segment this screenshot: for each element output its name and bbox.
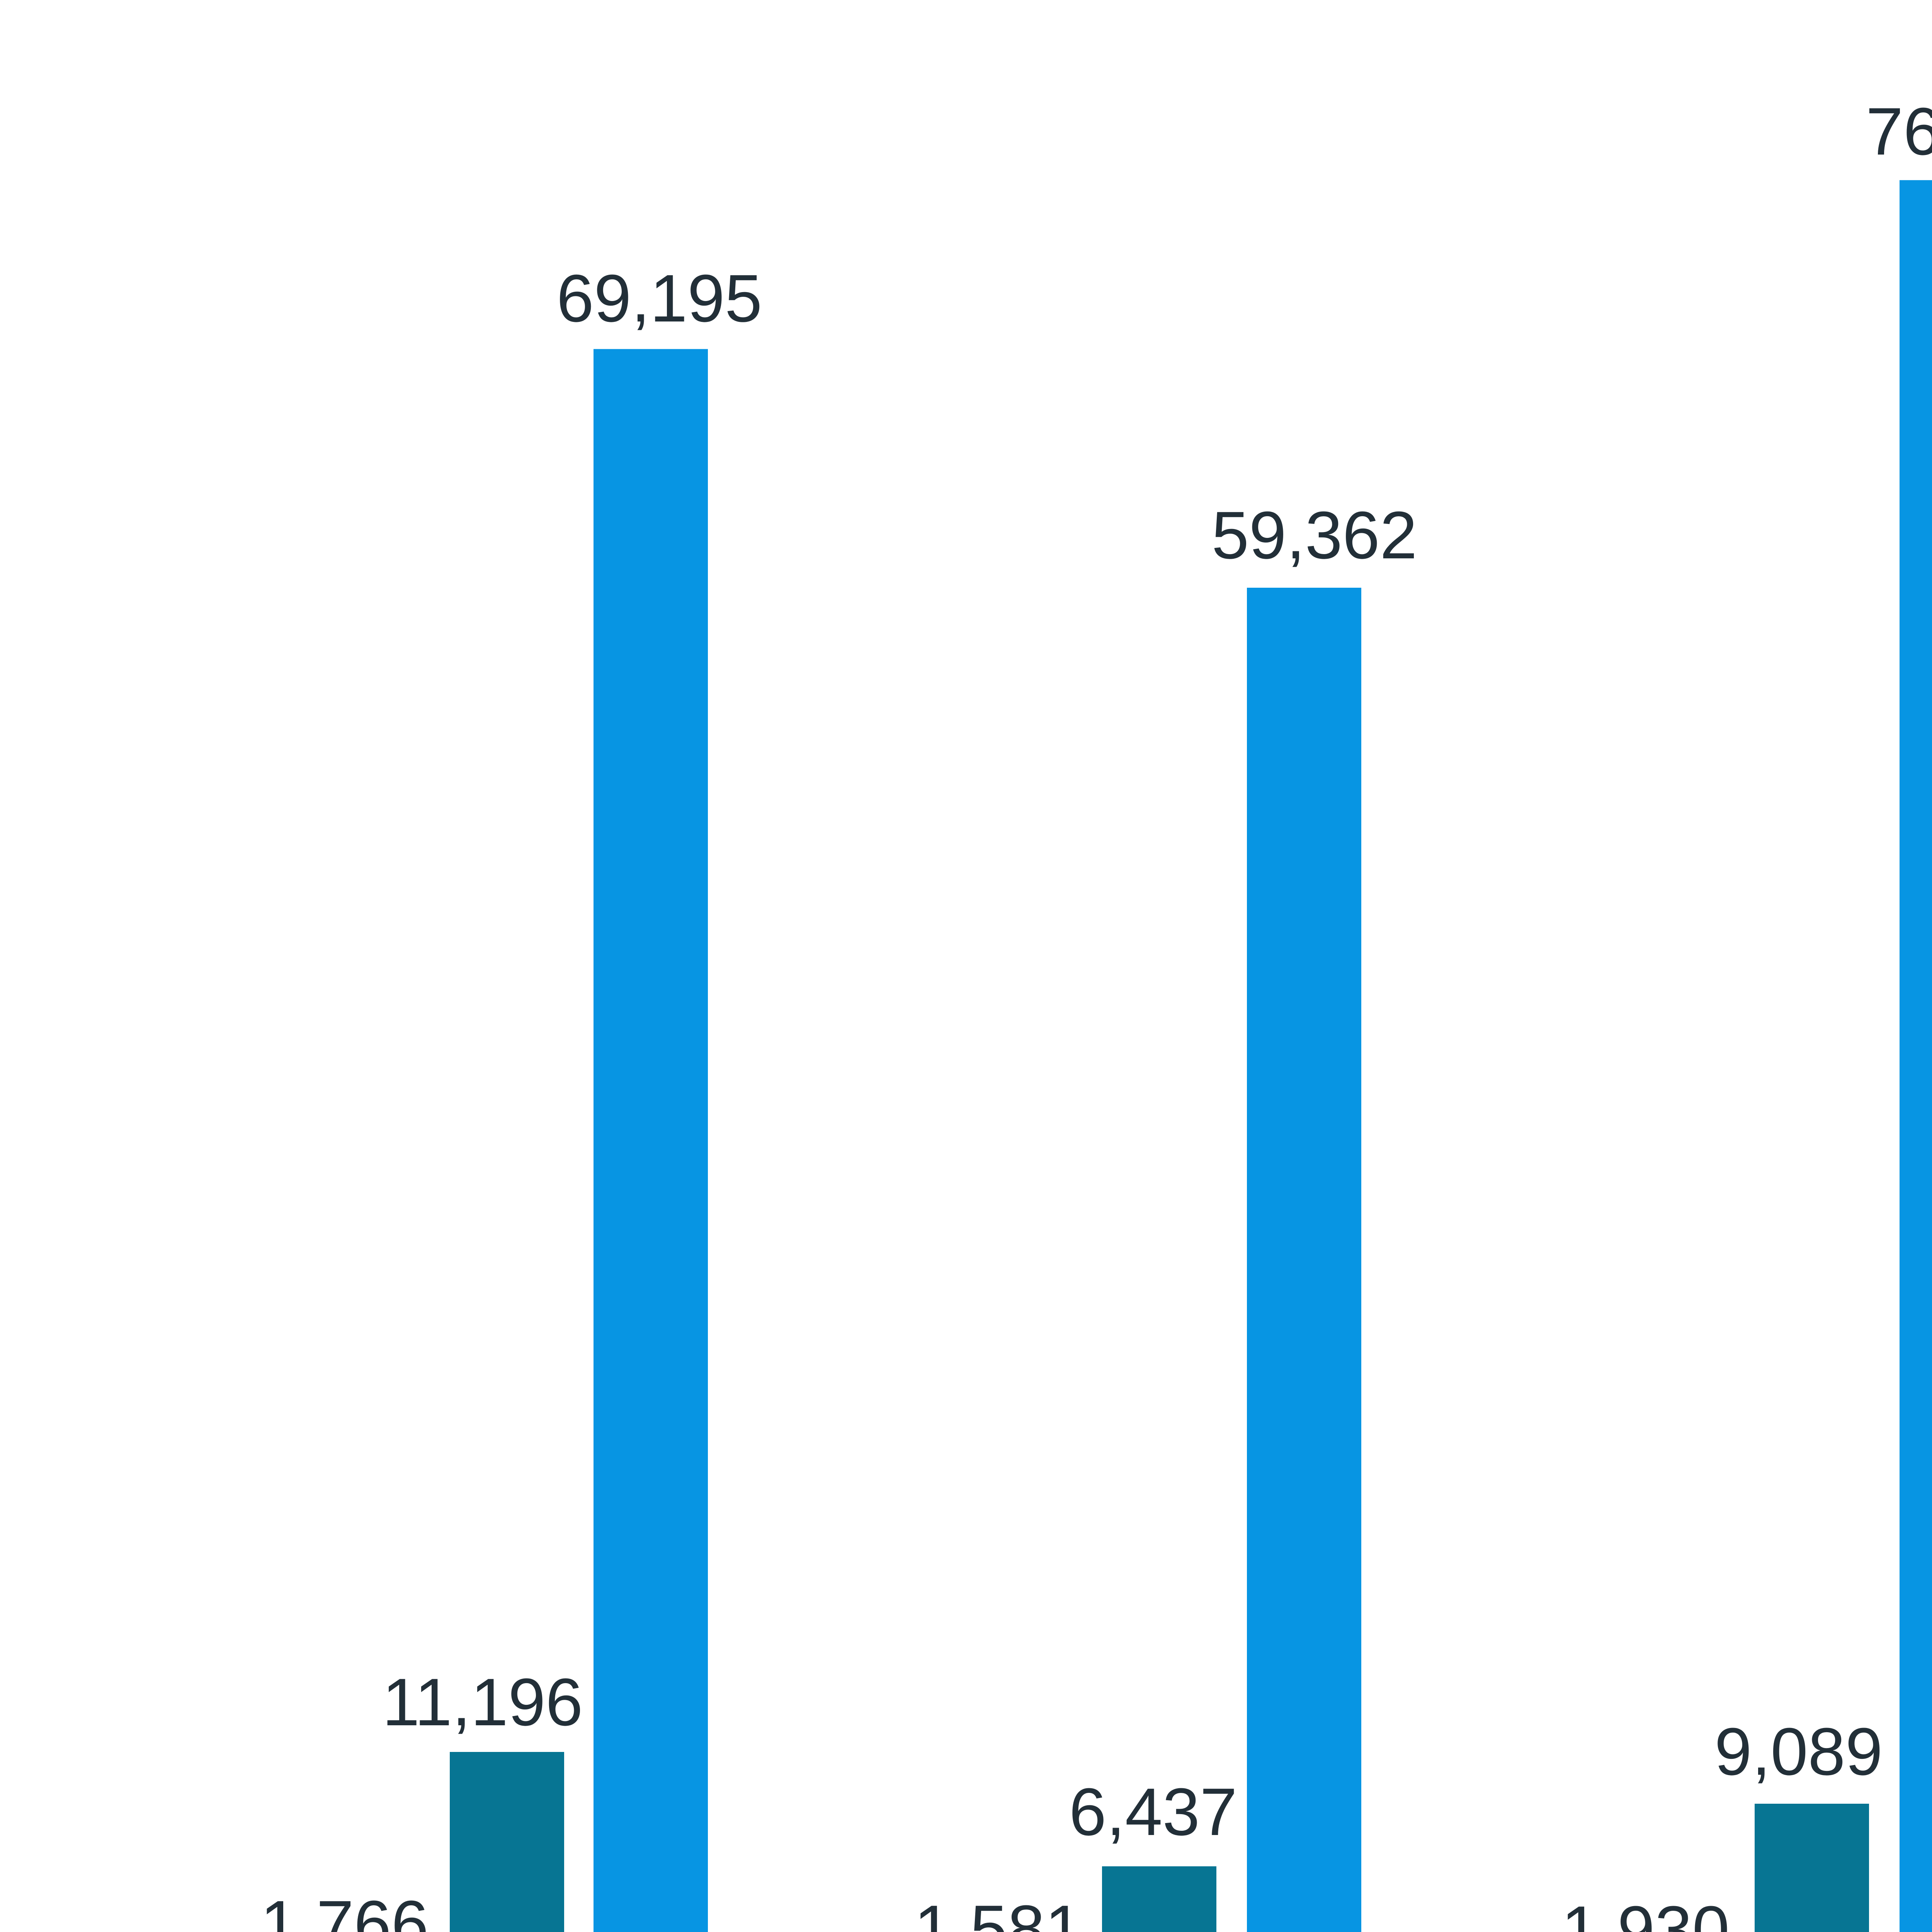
svg-text:1,930: 1,930 <box>1561 1892 1730 1932</box>
svg-text:1,766: 1,766 <box>260 1886 429 1932</box>
svg-text:11,196: 11,196 <box>382 1664 583 1740</box>
svg-text:59,362: 59,362 <box>1212 497 1417 573</box>
svg-text:1,581: 1,581 <box>914 1891 1082 1932</box>
svg-text:76,188: 76,188 <box>1866 94 1932 169</box>
svg-text:6,437: 6,437 <box>1069 1774 1237 1849</box>
svg-text:69,195: 69,195 <box>556 260 762 336</box>
svg-text:9,089: 9,089 <box>1714 1714 1883 1789</box>
